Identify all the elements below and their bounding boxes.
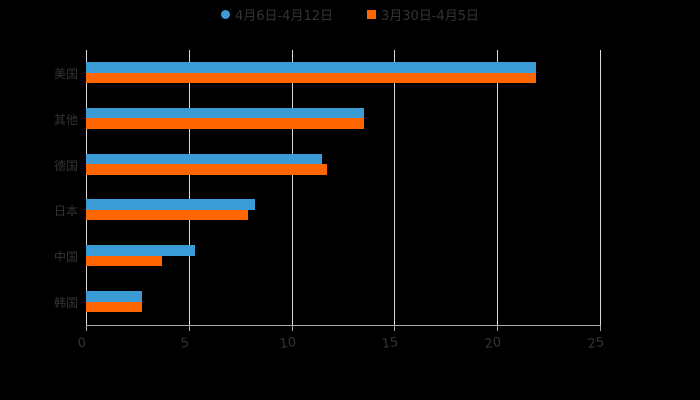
- legend-square-icon: [367, 9, 376, 19]
- x-tick: [394, 325, 396, 331]
- y-axis-line: [86, 50, 87, 325]
- x-axis-line: [86, 325, 601, 326]
- gridline: [291, 50, 293, 325]
- chart-legend: 4月6日-4月12日 3月30日-4月5日: [0, 4, 700, 24]
- bar-series-2[interactable]: [86, 255, 163, 267]
- bar-series-2[interactable]: [86, 209, 249, 221]
- x-tick-label: 0: [76, 335, 88, 352]
- bar-series-2[interactable]: [86, 301, 142, 312]
- gridline: [497, 50, 499, 325]
- legend-circle-icon: [220, 9, 230, 19]
- bar-series-1[interactable]: [86, 153, 323, 165]
- x-tick: [291, 325, 293, 331]
- category-label: 日本: [53, 204, 78, 219]
- legend-label: 3月30日-4月5日: [381, 8, 480, 24]
- x-tick: [188, 325, 190, 331]
- x-tick-label: 25: [586, 334, 606, 353]
- category-label: 其他: [53, 112, 78, 127]
- x-tick-label: 5: [179, 335, 190, 352]
- category-label: 中国: [53, 250, 78, 265]
- x-tick: [86, 325, 87, 331]
- category-label: 韩国: [53, 296, 78, 310]
- x-tick-label: 10: [278, 334, 297, 353]
- legend-item-series-2[interactable]: 3月30日-4月5日: [367, 4, 479, 24]
- bar-series-2[interactable]: [86, 164, 327, 175]
- bar-series-1[interactable]: [86, 245, 195, 256]
- bar-series-1[interactable]: [86, 199, 255, 210]
- bar-series-2[interactable]: [86, 118, 364, 129]
- x-tick: [600, 325, 601, 331]
- legend-label: 4月6日-4月12日: [234, 8, 333, 24]
- gridline: [188, 50, 190, 325]
- category-label: 德国: [53, 158, 78, 173]
- bar-series-1[interactable]: [86, 291, 142, 302]
- x-tick-label: 20: [483, 334, 503, 353]
- bar-series-2[interactable]: [86, 72, 537, 83]
- legend-item-series-1[interactable]: 4月6日-4月12日: [220, 4, 333, 24]
- gridline: [600, 50, 601, 325]
- category-label: 美国: [53, 67, 78, 81]
- x-tick-label: 15: [381, 334, 400, 353]
- x-tick: [497, 325, 499, 331]
- bar-series-1[interactable]: [86, 107, 364, 119]
- gridline: [394, 50, 396, 325]
- bar-series-1[interactable]: [86, 62, 537, 73]
